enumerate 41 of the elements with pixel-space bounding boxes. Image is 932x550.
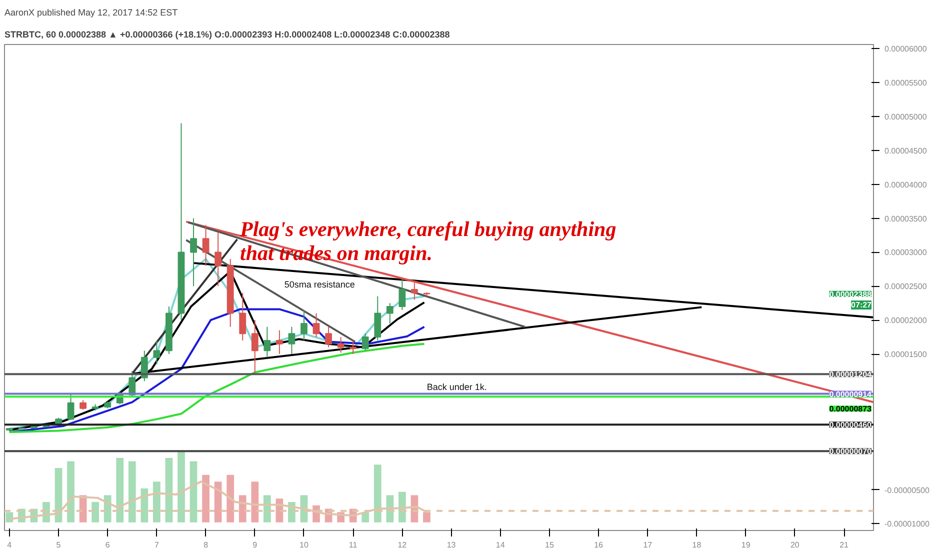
x-tick-label: 9 <box>252 540 258 550</box>
x-tick-label: 5 <box>56 540 62 550</box>
ref-line-label: 0.00000914 <box>829 390 872 399</box>
y-tick-label: 0.00003000 <box>884 248 928 258</box>
x-tick-label: 21 <box>840 540 850 550</box>
annotation: Back under 1k. <box>426 382 487 392</box>
annotation: 07:27 <box>851 300 872 310</box>
x-tick-label: 14 <box>496 540 506 550</box>
y-tick-label: 0.00003500 <box>884 214 928 224</box>
x-tick-label: 7 <box>154 540 160 550</box>
x-tick-label: 18 <box>692 540 702 550</box>
y-tick-label: 0.00005500 <box>884 78 928 88</box>
x-tick-label: 11 <box>348 540 358 550</box>
ref-line-label: 0.00000070 <box>829 447 872 456</box>
x-tick-label: 13 <box>446 540 456 550</box>
y-tick-label: 0.00001500 <box>884 350 928 360</box>
y-tick-label: 0.00005000 <box>884 112 928 122</box>
x-tick-label: 8 <box>204 540 209 550</box>
y-tick-label: 0.00004500 <box>884 146 928 156</box>
chart-title: AaronX published May 12, 2017 14:52 EST <box>4 8 178 18</box>
ref-line-label: 0.00000460 <box>829 420 872 430</box>
annotation: 0.00002388 <box>829 290 872 299</box>
y-tick-label: 0.00004000 <box>884 180 928 190</box>
y-tick-label: 0.00006000 <box>884 44 928 54</box>
x-tick-label: 4 <box>7 540 12 550</box>
y-tick-label: 0.00002000 <box>884 316 928 326</box>
chart-subtitle: STRBTC, 60 0.00002388 ▲ +0.00000366 (+18.1%) O:0.00002393 H:0.00002408 L:0.00002348 C:0.00002388 <box>4 30 450 40</box>
x-tick-label: 19 <box>741 540 751 550</box>
x-tick-label: 17 <box>643 540 653 550</box>
x-tick-label: 16 <box>594 540 604 550</box>
x-tick-label: 15 <box>545 540 554 550</box>
ref-line-label: 0.00001204 <box>829 370 872 380</box>
x-tick-label: 10 <box>300 540 309 550</box>
x-tick-label: 6 <box>105 540 110 550</box>
annotation: 50sma resistance <box>284 279 355 290</box>
x-tick-label: 20 <box>790 540 800 550</box>
y-tick-label: 0.00002500 <box>884 282 928 292</box>
y-tick-label: -0.00001000 <box>884 520 930 529</box>
ref-line-label: 0.00000873 <box>829 404 872 414</box>
x-tick-label: 12 <box>398 540 408 550</box>
y-tick-label: -0.00000500 <box>884 486 930 495</box>
